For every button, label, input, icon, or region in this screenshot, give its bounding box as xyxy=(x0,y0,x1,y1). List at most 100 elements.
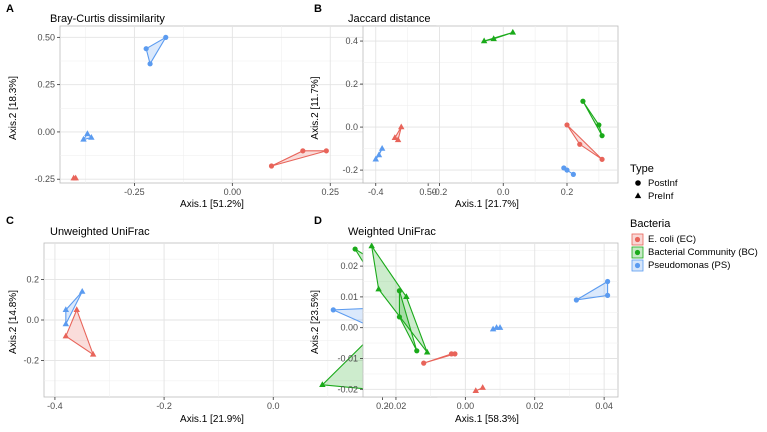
legend: Type PostInf PreInf Bacteria E. coli (EC) Bac… xyxy=(630,163,758,272)
point-ec-preinf xyxy=(394,136,402,143)
legend-dot-ps xyxy=(634,262,641,269)
y-tick-label: 0.0 xyxy=(26,315,39,325)
x-tick-label: 0.00 xyxy=(457,401,475,411)
x-tick-label: -0.25 xyxy=(124,187,145,197)
point-ps-postinf xyxy=(573,297,579,303)
data-layer xyxy=(368,243,611,393)
point-ec-preinf xyxy=(70,174,77,181)
x-tick-label: 0.02 xyxy=(526,401,544,411)
point-bc-preinf xyxy=(490,35,497,42)
hull-bc-postinf xyxy=(582,100,603,136)
point-ps-preinf xyxy=(496,324,504,330)
x-tick-label: 0.2 xyxy=(561,187,574,197)
x-tick-label: 0.50 xyxy=(419,187,437,197)
point-ec-postinf xyxy=(268,163,275,169)
hull-ps-preinf xyxy=(65,291,83,325)
hull-ps-postinf xyxy=(576,280,609,301)
point-ec-postinf xyxy=(564,122,570,128)
legend-preinf-symbol xyxy=(634,192,642,199)
point-bc-preinf xyxy=(368,243,375,249)
data-layer xyxy=(372,28,605,177)
point-bc-preinf xyxy=(375,285,382,292)
plot-frame xyxy=(362,25,619,184)
x-axis-label: Axis.1 [21.7%] xyxy=(455,199,519,210)
y-tick-label: 0.2 xyxy=(26,274,39,284)
x-tick-label: 0.25 xyxy=(321,187,339,197)
point-ec-postinf xyxy=(421,360,427,366)
point-ec-preinf xyxy=(398,123,405,130)
point-ec-postinf xyxy=(300,148,306,154)
panel-letter: D xyxy=(314,215,322,227)
legend-type-title: Type xyxy=(630,163,654,175)
point-ps-postinf xyxy=(163,34,169,40)
point-ec-preinf xyxy=(479,384,486,390)
plot-frame xyxy=(362,242,619,398)
point-ps-postinf xyxy=(604,292,611,298)
y-tick-label: 0.02 xyxy=(340,261,358,271)
x-tick-label: 0.2 xyxy=(376,401,389,411)
point-bc-preinf xyxy=(423,348,431,355)
y-axis-label: Axis.2 [18.3%] xyxy=(8,76,19,140)
x-axis-label: Axis.1 [58.3%] xyxy=(455,414,519,425)
x-axis-label: Axis.1 [21.9%] xyxy=(180,414,244,425)
hull-bc-preinf xyxy=(483,31,513,42)
hull-ps-postinf xyxy=(145,35,168,66)
point-bc-postinf xyxy=(396,314,403,320)
panel-letter: C xyxy=(6,215,14,227)
hull-ec-preinf xyxy=(65,308,95,356)
x-tick-label: -0.2 xyxy=(432,187,448,197)
y-tick-label: -0.01 xyxy=(337,354,358,364)
y-tick-label: 0.50 xyxy=(37,32,55,42)
point-bc-preinf xyxy=(480,37,488,44)
point-bc-postinf xyxy=(352,246,358,252)
point-ec-postinf xyxy=(323,148,329,154)
point-ec-postinf xyxy=(577,141,583,147)
legend-postinf-symbol xyxy=(635,180,641,186)
point-ps-postinf xyxy=(564,167,570,173)
point-ps-postinf xyxy=(147,61,153,67)
legend-bacteria-label: Bacterial Community (BC) xyxy=(648,247,758,258)
point-ps-preinf xyxy=(372,155,379,162)
y-tick-label: 0.0 xyxy=(345,122,358,132)
x-tick-label: 0.04 xyxy=(595,401,613,411)
y-axis-label: Axis.2 [14.8%] xyxy=(8,290,19,354)
y-axis-label: Axis.2 [11.7%] xyxy=(310,76,321,139)
point-ec-postinf xyxy=(452,351,458,357)
point-ec-preinf xyxy=(391,134,399,140)
x-tick-label: -0.02 xyxy=(386,401,407,411)
point-ps-preinf xyxy=(88,134,95,140)
panel-title: Weighted UniFrac xyxy=(348,226,436,238)
hull-ec-postinf xyxy=(271,150,327,167)
point-ps-postinf xyxy=(570,171,576,177)
point-ps-preinf xyxy=(378,144,386,151)
point-ec-preinf xyxy=(62,332,70,339)
legend-bacteria-label: Pseudomonas (PS) xyxy=(648,260,730,271)
point-bc-postinf xyxy=(596,122,602,128)
point-ps-preinf xyxy=(62,306,70,313)
y-tick-label: 0.4 xyxy=(345,36,358,46)
panel-title: Unweighted UniFrac xyxy=(50,226,150,238)
hull-ec-postinf xyxy=(566,124,603,160)
y-tick-label: 0.25 xyxy=(37,80,55,90)
panel-letter: B xyxy=(314,3,322,15)
x-axis-label: Axis.1 [51.2%] xyxy=(180,199,244,210)
point-ps-postinf xyxy=(604,278,611,285)
point-bc-preinf xyxy=(403,293,410,300)
point-bc-preinf xyxy=(509,28,517,35)
y-tick-label: -0.2 xyxy=(342,165,358,175)
point-ps-preinf xyxy=(489,325,497,332)
legend-type-label: PostInf xyxy=(648,178,678,189)
point-bc-postinf xyxy=(414,348,420,354)
x-tick-label: -0.4 xyxy=(368,187,384,197)
x-tick-label: 0.0 xyxy=(267,401,280,411)
y-tick-label: 0.2 xyxy=(345,79,358,89)
point-ec-preinf xyxy=(89,350,97,357)
point-ps-preinf xyxy=(62,320,70,327)
legend-bacteria-label: E. coli (EC) xyxy=(648,234,696,245)
point-ps-preinf xyxy=(78,288,86,294)
panel-d: D Weighted UniFrac -0.02 0.00 0.02 0.04 -0.02 -… xyxy=(310,215,619,425)
point-ps-preinf xyxy=(375,151,383,158)
y-axis-label: Axis.2 [23.5%] xyxy=(310,290,321,354)
point-bc-preinf xyxy=(319,381,326,388)
